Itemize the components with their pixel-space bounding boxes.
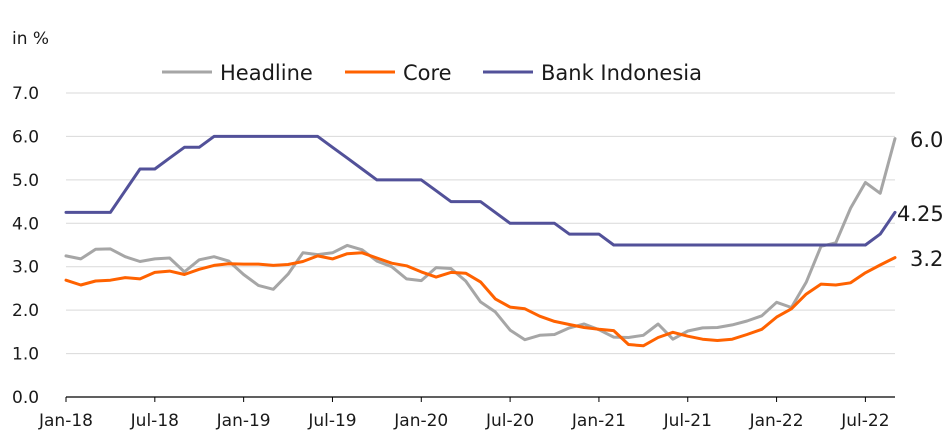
end-label-core: 3.2 xyxy=(910,247,943,271)
x-tick-label: Jul-19 xyxy=(307,411,356,431)
series-line-core xyxy=(64,251,897,348)
y-tick-label: 6.0 xyxy=(12,127,39,147)
x-tick-label: Jan-20 xyxy=(393,411,448,431)
legend: Headline Core Bank Indonesia xyxy=(162,61,702,85)
x-tick-label: Jan-18 xyxy=(38,411,93,431)
legend-label: Core xyxy=(403,61,452,85)
series-line-bank-indonesia xyxy=(64,134,897,247)
x-tick-label: Jan-19 xyxy=(216,411,271,431)
x-tick-label: Jul-20 xyxy=(485,411,534,431)
y-tick-label: 4.0 xyxy=(12,214,39,234)
y-axis-ticks: 0.0 1.0 2.0 3.0 4.0 5.0 6.0 7.0 xyxy=(12,84,39,408)
y-tick-label: 1.0 xyxy=(12,345,39,365)
y-tick-label: 7.0 xyxy=(12,84,39,104)
x-axis-ticks: Jan-18 Jul-18 Jan-19 Jul-19 Jan-20 Jul-20 Jan-… xyxy=(38,397,890,431)
x-tick-label: Jan-21 xyxy=(571,411,626,431)
y-tick-label: 5.0 xyxy=(12,171,39,191)
series-lines xyxy=(64,134,897,348)
y-tick-label: 2.0 xyxy=(12,301,39,321)
end-labels: 6.0 3.2 4.25 xyxy=(897,128,944,271)
y-tick-label: 3.0 xyxy=(12,258,39,278)
y-tick-label: 0.0 xyxy=(12,388,39,408)
end-label-bank-indonesia: 4.25 xyxy=(897,202,944,226)
legend-label: Headline xyxy=(220,61,313,85)
end-label-headline: 6.0 xyxy=(910,128,943,152)
legend-label: Bank Indonesia xyxy=(541,61,702,85)
y-axis-unit-label: in % xyxy=(12,29,49,49)
x-tick-label: Jul-22 xyxy=(840,411,889,431)
x-tick-label: Jan-22 xyxy=(749,411,804,431)
x-tick-label: Jul-18 xyxy=(130,411,179,431)
series-line-headline xyxy=(64,137,897,342)
x-tick-label: Jul-21 xyxy=(663,411,712,431)
